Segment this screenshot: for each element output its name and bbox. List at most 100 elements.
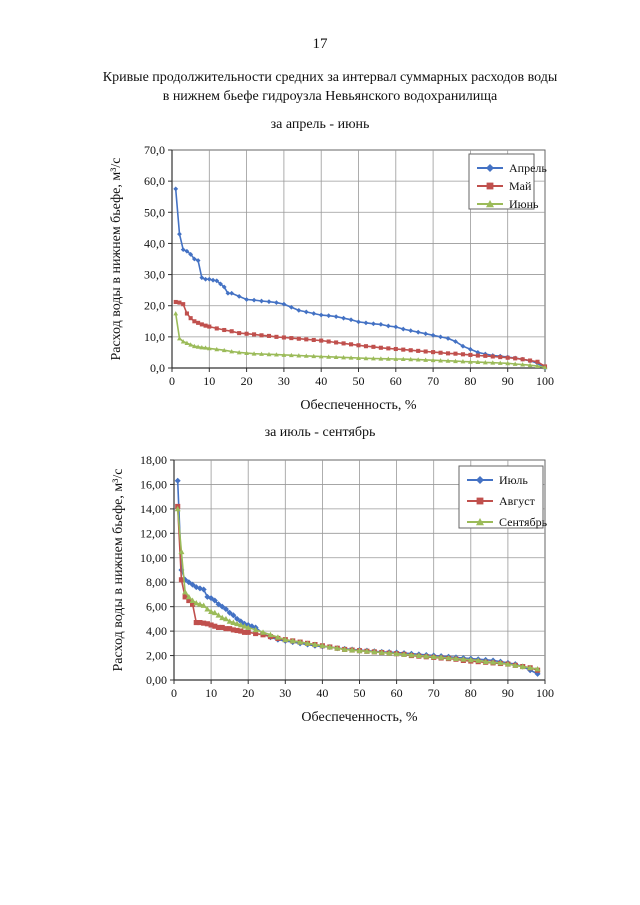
document-title: Кривые продолжительности средних за инте…: [60, 68, 600, 106]
chart1-series-3: [173, 311, 548, 370]
chart1-data-point: [326, 354, 332, 359]
chart1-data-point: [244, 350, 249, 355]
chart1-x-tick-label: 90: [502, 374, 514, 388]
chart1-data-point: [423, 331, 429, 337]
chart1-data-point: [229, 349, 235, 354]
chart1-data-point: [348, 317, 354, 323]
chart1-data-point: [363, 344, 368, 349]
chart1-legend: Апрель Май Июнь: [468, 153, 547, 211]
chart1-data-point: [184, 248, 190, 254]
chart1-data-point: [318, 312, 324, 318]
chart1-data-point: [188, 251, 194, 257]
chart1-y-tick-label: 60,0: [144, 174, 165, 188]
chart1-data-point: [259, 298, 264, 304]
chart1-data-point: [393, 324, 399, 330]
chart1-data-point: [199, 322, 204, 327]
chart1-data-point: [475, 359, 481, 365]
chart1-data-point: [415, 357, 421, 362]
chart1-data-point: [393, 356, 399, 361]
chart1-data-point: [408, 356, 414, 362]
chart1-legend-marker: [486, 164, 494, 172]
chart1-data-point: [191, 343, 197, 349]
chart1-data-point: [453, 339, 458, 344]
chart1-data-point: [408, 328, 414, 334]
chart1-data-point: [214, 346, 220, 352]
chart1-data-point: [206, 276, 212, 282]
chart1-data-point: [528, 358, 533, 363]
chart1-data-point: [408, 348, 413, 353]
chart1-data-point: [318, 354, 324, 359]
chart1-data-point: [251, 351, 257, 356]
chart1-data-point: [289, 336, 294, 341]
chart1-data-point: [218, 281, 223, 287]
chart1-data-point: [281, 352, 287, 357]
chart1-data-point: [490, 354, 495, 359]
chart-1-subtitle: за апрель - июнь: [270, 117, 370, 132]
chart1-data-point: [371, 356, 376, 361]
chart1-x-tick-label: 50: [353, 374, 365, 388]
chart1-data-point: [498, 355, 503, 360]
chart1-x-tick-label: 100: [536, 374, 554, 388]
chart1-data-point: [266, 333, 272, 338]
chart1-x-tick-label: 80: [464, 374, 476, 388]
chart1-data-point: [363, 355, 369, 361]
chart1-data-point: [288, 304, 294, 310]
chart1-data-point: [199, 275, 205, 281]
chart1-data-point: [184, 311, 189, 316]
chart1-data-point: [326, 313, 332, 319]
chart1-data-point: [203, 323, 208, 328]
chart1-y-tick-label: 70,0: [144, 143, 165, 157]
chart1-data-point: [304, 337, 309, 342]
chart1-x-tick-label: 0: [169, 374, 175, 388]
chart1-data-point: [274, 334, 279, 339]
chart1-data-point: [490, 360, 496, 365]
chart1-data-point: [303, 309, 309, 315]
chart1-data-point: [400, 326, 406, 332]
chart1-data-point: [415, 329, 421, 335]
chart1-data-point: [482, 359, 488, 365]
chart1-data-point: [341, 315, 346, 321]
chart1-data-point: [251, 297, 257, 303]
chart1-data-point: [229, 329, 234, 334]
chart1-data-point: [252, 332, 257, 337]
chart1-data-point: [188, 316, 193, 321]
chart1-data-point: [225, 290, 231, 296]
chart1-data-point: [356, 319, 361, 325]
title-line-2: в нижнем бьефе гидроузла Невьянского вод…: [162, 89, 498, 104]
chart1-data-point: [207, 324, 212, 329]
chart1-y-tick-label: 40,0: [144, 236, 165, 250]
chart1-data-point: [236, 293, 242, 299]
chart1-data-point: [445, 336, 451, 341]
chart1-data-point: [296, 336, 301, 341]
page-number: 17: [312, 36, 328, 52]
chart1-data-point: [468, 352, 473, 357]
chart1-data-point: [468, 346, 473, 352]
chart1-data-point: [177, 300, 182, 305]
chart1-y-tick-label: 0,0: [150, 361, 165, 375]
chart1-data-point: [400, 356, 406, 362]
chart1-y-tick-label: 30,0: [144, 268, 165, 282]
chart1-data-point: [468, 359, 473, 364]
chart1-data-point: [199, 345, 205, 350]
chart1-data-point: [244, 297, 249, 302]
chart1-x-tick-label: 10: [203, 374, 215, 388]
chart1-legend-marker: [486, 200, 494, 208]
chart1-data-point: [483, 353, 488, 358]
chart1-x-tick-label: 30: [278, 374, 290, 388]
chart1-data-point: [371, 344, 376, 349]
chart1-y-tick-label: 20,0: [144, 299, 165, 313]
chart1-data-point: [221, 347, 227, 353]
chart1-data-point: [203, 276, 208, 282]
chart1-data-point: [195, 344, 201, 349]
chart1-x-tick-label: 20: [241, 374, 253, 388]
chart1-data-point: [513, 356, 518, 361]
chart1-x-tick-label: 60: [390, 374, 402, 388]
chart1-data-point: [378, 356, 384, 361]
chart1-data-point: [535, 363, 540, 369]
chart1-data-point: [438, 350, 443, 355]
title-line-1: Кривые продолжительности средних за инте…: [102, 70, 558, 85]
chart1-legend-box: [468, 153, 535, 210]
chart1-data-point: [445, 358, 451, 363]
chart1-data-point: [188, 342, 194, 347]
chart1-data-point: [259, 333, 264, 338]
